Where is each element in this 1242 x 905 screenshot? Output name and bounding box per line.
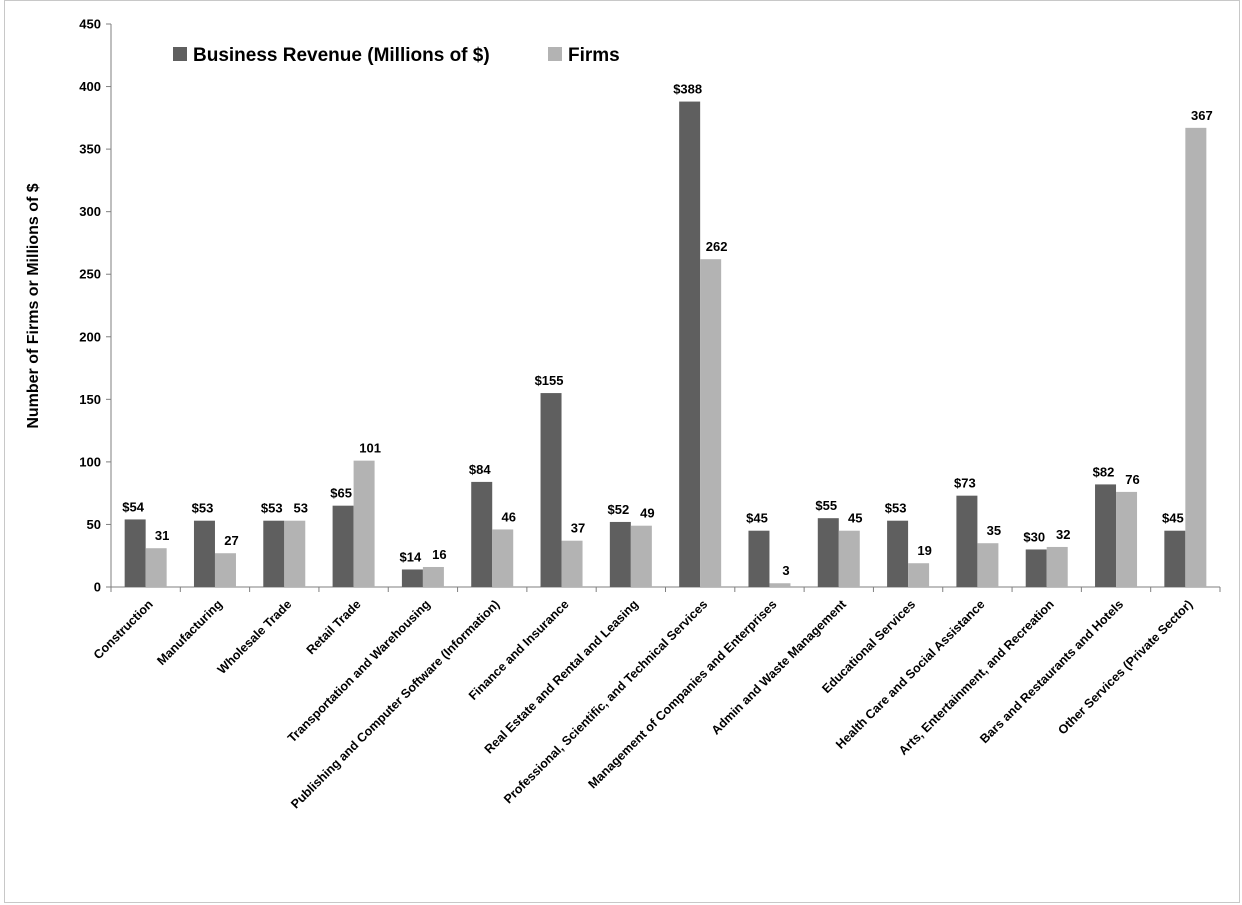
firms-data-label: 46 (501, 509, 515, 524)
firms-bar (1046, 546, 1068, 587)
revenue-bar (956, 495, 978, 587)
legend-label-firms: Firms (568, 45, 620, 66)
revenue-data-label: $30 (1023, 529, 1045, 544)
revenue-bar (609, 521, 631, 587)
revenue-bar (887, 520, 909, 587)
category-label: Bars and Restaurants and Hotels (977, 597, 1126, 746)
firms-data-label: 53 (294, 501, 308, 516)
revenue-bar (1164, 530, 1186, 587)
category-label: Admin and Waste Management (709, 597, 850, 738)
revenue-data-label: $53 (192, 501, 214, 516)
revenue-data-label: $45 (746, 511, 768, 526)
legend-label-revenue: Business Revenue (Millions of $) (193, 45, 490, 66)
firms-bar (561, 540, 583, 587)
bars (124, 101, 1207, 588)
firms-bar (353, 460, 375, 587)
firms-data-label: 37 (571, 521, 585, 536)
firms-data-label: 31 (155, 528, 169, 543)
revenue-data-label: $73 (954, 476, 976, 491)
category-label: Manufacturing (154, 597, 225, 668)
revenue-bar (1025, 549, 1047, 587)
firms-bar (214, 553, 236, 587)
firms-data-label: 35 (987, 523, 1001, 538)
y-tick-label: 150 (79, 392, 101, 407)
category-label: Health Care and Social Assistance (833, 597, 988, 752)
y-tick-label: 350 (79, 142, 101, 157)
category-label: Wholesale Trade (215, 597, 295, 677)
firms-data-label: 27 (224, 533, 238, 548)
revenue-bar (263, 520, 285, 587)
y-tick-label: 300 (79, 204, 101, 219)
category-label: Other Services (Private Sector) (1055, 597, 1195, 737)
firms-bar (145, 548, 167, 587)
y-tick-label: 100 (79, 454, 101, 469)
y-tick-label: 0 (94, 580, 101, 595)
chart-frame (4, 0, 1240, 903)
revenue-bar (817, 518, 839, 587)
firms-bar (908, 563, 930, 587)
firms-data-label: 367 (1191, 108, 1213, 123)
category-label: Construction (91, 597, 156, 662)
legend-swatch-firms (548, 47, 562, 61)
firms-data-label: 3 (782, 563, 789, 578)
category-label: Transportation and Warehousing (285, 597, 433, 745)
firms-data-label: 16 (432, 547, 446, 562)
revenue-bar (1095, 484, 1117, 587)
revenue-data-label: $155 (535, 373, 564, 388)
firms-bar (838, 530, 860, 587)
y-tick-label: 400 (79, 79, 101, 94)
y-tick-label: 50 (87, 517, 101, 532)
firms-bar (422, 566, 444, 587)
data-labels: $54 31 $53 27 $53 53 $65 101 $14 16 $84 46 $155 37 $52… (122, 82, 1212, 579)
firms-bar (492, 529, 514, 587)
revenue-data-label: $82 (1093, 464, 1115, 479)
revenue-bar (540, 393, 562, 587)
y-tick-label: 200 (79, 329, 101, 344)
revenue-data-label: $53 (885, 501, 907, 516)
legend-swatch-revenue (173, 47, 187, 61)
firms-data-label: 76 (1125, 472, 1139, 487)
revenue-data-label: $52 (607, 502, 629, 517)
revenue-bar (748, 530, 770, 587)
revenue-bar (471, 481, 493, 587)
category-label: Arts, Entertainment, and Recreation (896, 597, 1057, 758)
firms-data-label: 101 (359, 441, 381, 456)
revenue-data-label: $55 (815, 498, 837, 513)
revenue-data-label: $84 (469, 462, 491, 477)
revenue-bar (679, 101, 701, 588)
revenue-data-label: $65 (330, 486, 352, 501)
firms-bar (1185, 127, 1207, 587)
firms-bar (1116, 491, 1138, 587)
y-tick-label: 450 (79, 17, 101, 32)
firms-bar (700, 259, 722, 587)
firms-bar (769, 583, 791, 587)
firms-bar (630, 525, 652, 587)
firms-bar (284, 520, 306, 587)
revenue-bar (401, 569, 423, 587)
revenue-data-label: $45 (1162, 511, 1184, 526)
y-tick-label: 250 (79, 267, 101, 282)
y-axis-label: Number of Firms or Millions of $ (25, 183, 42, 428)
firms-data-label: 49 (640, 506, 654, 521)
legend: Business Revenue (Millions of $) Firms (173, 45, 620, 66)
firms-data-label: 45 (848, 511, 862, 526)
revenue-data-label: $14 (400, 549, 422, 564)
revenue-bar (124, 519, 146, 587)
revenue-data-label: $388 (673, 82, 702, 97)
firms-data-label: 32 (1056, 527, 1070, 542)
category-label: Real Estate and Rental and Leasing (482, 597, 641, 756)
firms-bar (977, 543, 999, 587)
firms-data-label: 19 (917, 543, 931, 558)
revenue-bar (193, 520, 215, 587)
revenue-bar (332, 505, 354, 587)
revenue-data-label: $54 (122, 499, 144, 514)
firms-data-label: 262 (706, 239, 728, 254)
category-label: Retail Trade (304, 597, 364, 657)
revenue-data-label: $53 (261, 501, 283, 516)
